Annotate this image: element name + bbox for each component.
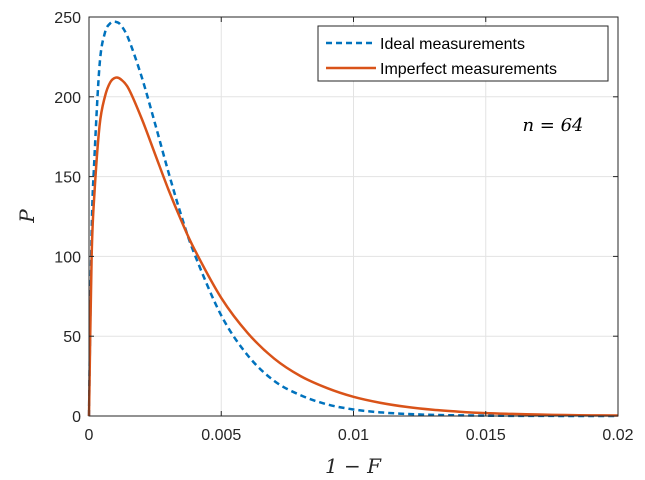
y-tick-label: 100 — [54, 249, 81, 266]
y-tick-label: 50 — [63, 329, 81, 346]
y-tick-label: 200 — [54, 90, 81, 107]
legend-box — [317, 25, 609, 82]
legend-label-ideal: Ideal measurements — [380, 36, 525, 53]
x-axis-label: 1 − F — [325, 454, 382, 478]
x-tick-label: 0.02 — [602, 427, 633, 444]
grid — [89, 17, 618, 416]
legend-label-imperfect: Imperfect measurements — [380, 61, 557, 78]
legend: Ideal measurements Imperfect measurement… — [317, 25, 609, 82]
series-line-ideal — [87, 20, 619, 418]
annotation-n: n = 64 — [522, 115, 583, 136]
x-tick-label: 0.005 — [201, 427, 241, 444]
y-axis-label: P — [15, 209, 39, 224]
y-tick-label: 150 — [54, 170, 81, 187]
tick-group: 0 0.005 0.01 0.015 0.02 0 50 100 150 200 250 — [54, 10, 633, 444]
y-tick-label: 0 — [72, 409, 81, 426]
x-tick-label: 0 — [85, 427, 94, 444]
y-tick-label: 250 — [54, 10, 81, 27]
x-tick-label: 0.01 — [338, 427, 369, 444]
x-tick-label: 0.015 — [466, 427, 506, 444]
